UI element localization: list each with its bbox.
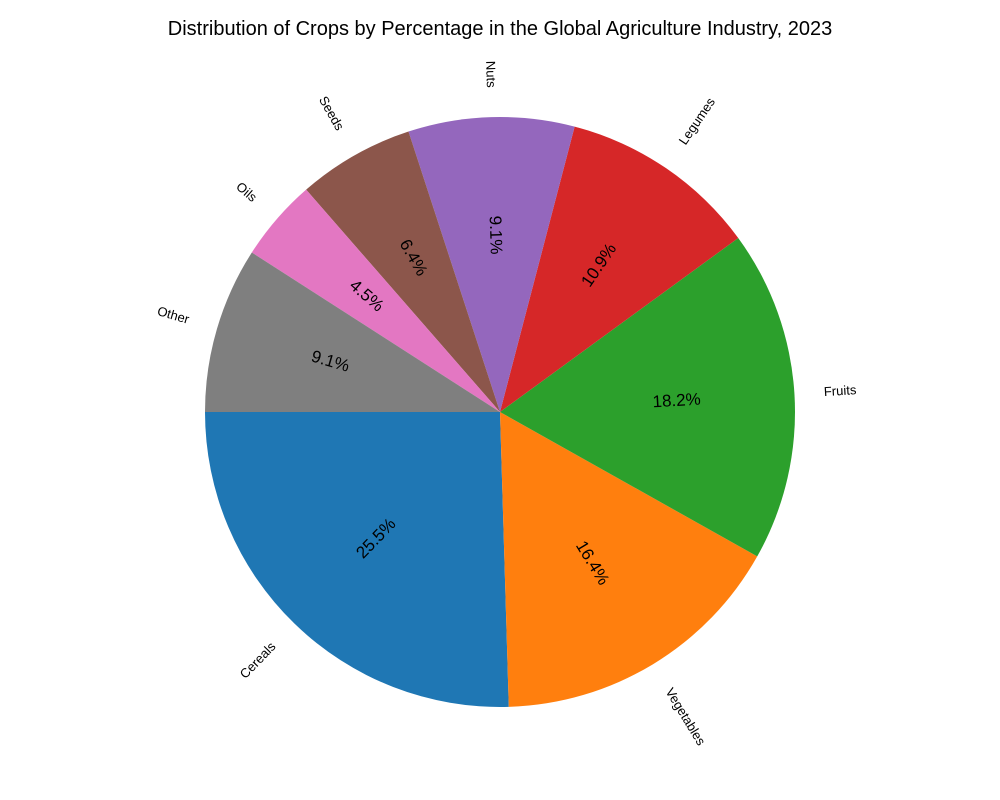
- pie-slice-legumes: [500, 126, 739, 413]
- pie-category-label-legumes: Legumes: [676, 94, 719, 147]
- pie-slice-cereals: [205, 412, 509, 708]
- pie-category-label-oils: Oils: [233, 179, 260, 205]
- pie-slice-fruits: [500, 238, 795, 557]
- pie-percent-label-nuts: 9.1%: [486, 215, 506, 254]
- pie-category-label-other: Other: [156, 303, 192, 327]
- pie-category-label-cereals: Cereals: [237, 639, 279, 682]
- pie-category-label-vegetables: Vegetables: [663, 685, 709, 748]
- pie-slices: [205, 117, 795, 708]
- pie-percent-label-fruits: 18.2%: [652, 390, 701, 412]
- pie-slice-nuts: [408, 117, 575, 412]
- pie-slice-oils: [251, 189, 500, 412]
- chart-title: Distribution of Crops by Percentage in t…: [167, 18, 833, 40]
- pie-slice-vegetables: [500, 412, 758, 707]
- pie-category-label-seeds: Seeds: [316, 93, 347, 133]
- pie-category-label-fruits: Fruits: [823, 382, 857, 399]
- pie-slice-other: [205, 252, 500, 412]
- pie-slice-seeds: [306, 131, 500, 413]
- pie-category-label-nuts: Nuts: [483, 61, 499, 89]
